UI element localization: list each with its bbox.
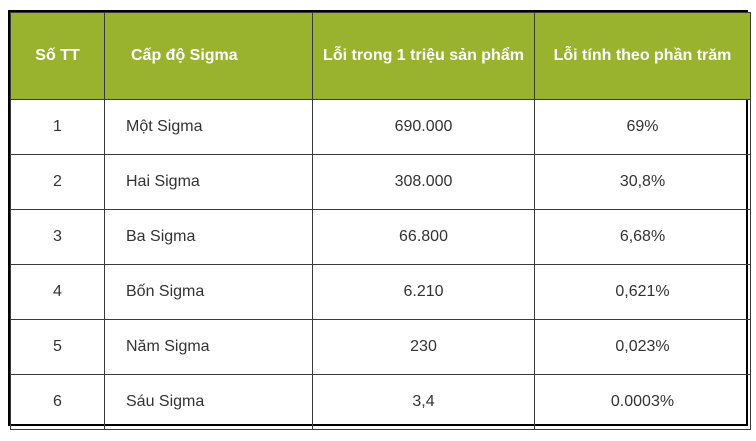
cell-defect-percent: 30,8% — [534, 154, 751, 210]
table-row: 3 Ba Sigma 66.800 6,68% — [10, 209, 751, 265]
table-row: 6 Sáu Sigma 3,4 0.0003% — [10, 374, 751, 430]
cell-sigma-level: Một Sigma — [104, 99, 313, 155]
cell-index: 6 — [10, 374, 105, 430]
header-defect-percent: Lỗi tính theo phần trăm — [534, 12, 751, 100]
cell-index: 1 — [10, 99, 105, 155]
header-index: Số TT — [10, 12, 105, 100]
cell-defect-percent: 6,68% — [534, 209, 751, 265]
cell-defect-percent: 0,023% — [534, 319, 751, 375]
cell-defects-per-million: 6.210 — [312, 264, 535, 320]
header-defects-per-million: Lỗi trong 1 triệu sản phẩm — [312, 12, 535, 100]
table-row: 5 Năm Sigma 230 0,023% — [10, 319, 751, 375]
table-row: 2 Hai Sigma 308.000 30,8% — [10, 154, 751, 210]
cell-defects-per-million: 66.800 — [312, 209, 535, 265]
cell-index: 4 — [10, 264, 105, 320]
sigma-table-container: Số TT Cấp độ Sigma Lỗi trong 1 triệu sản… — [8, 10, 751, 430]
cell-defects-per-million: 308.000 — [312, 154, 535, 210]
header-sigma-level: Cấp độ Sigma — [104, 12, 313, 100]
table-row: 4 Bốn Sigma 6.210 0,621% — [10, 264, 751, 320]
table-header-row: Số TT Cấp độ Sigma Lỗi trong 1 triệu sản… — [10, 12, 751, 100]
cell-sigma-level: Năm Sigma — [104, 319, 313, 375]
cell-sigma-level: Bốn Sigma — [104, 264, 313, 320]
cell-sigma-level: Sáu Sigma — [104, 374, 313, 430]
table-row: 1 Một Sigma 690.000 69% — [10, 99, 751, 155]
cell-index: 3 — [10, 209, 105, 265]
cell-index: 5 — [10, 319, 105, 375]
cell-defects-per-million: 230 — [312, 319, 535, 375]
sigma-levels-table: Số TT Cấp độ Sigma Lỗi trong 1 triệu sản… — [10, 12, 751, 430]
cell-index: 2 — [10, 154, 105, 210]
cell-defect-percent: 0,621% — [534, 264, 751, 320]
cell-sigma-level: Ba Sigma — [104, 209, 313, 265]
cell-defects-per-million: 690.000 — [312, 99, 535, 155]
cell-defects-per-million: 3,4 — [312, 374, 535, 430]
cell-sigma-level: Hai Sigma — [104, 154, 313, 210]
cell-defect-percent: 69% — [534, 99, 751, 155]
cell-defect-percent: 0.0003% — [534, 374, 751, 430]
